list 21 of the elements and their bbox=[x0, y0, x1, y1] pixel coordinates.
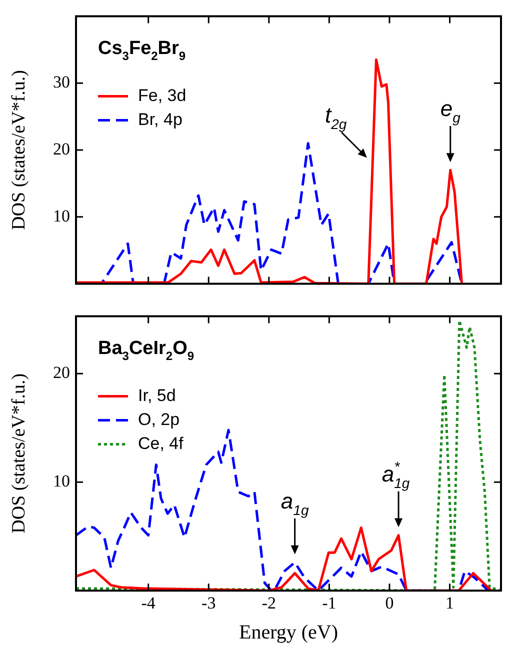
legend-label: O, 2p bbox=[138, 410, 180, 429]
legend-label: Br, 4p bbox=[138, 110, 182, 129]
y-tick-label: 20 bbox=[53, 363, 70, 382]
x-tick-label: -2 bbox=[262, 593, 276, 612]
x-tick-label: 1 bbox=[446, 593, 454, 612]
x-tick-label: 0 bbox=[385, 593, 394, 612]
x-tick-label: -1 bbox=[322, 593, 336, 612]
legend-label: Fe, 3d bbox=[138, 86, 186, 105]
y-axis-title: DOS (states/eV*f.u.) bbox=[8, 373, 30, 534]
y-tick-label: 10 bbox=[53, 206, 70, 226]
line-series bbox=[76, 428, 490, 591]
line-series bbox=[76, 319, 501, 591]
x-tick-label: -4 bbox=[141, 593, 156, 612]
y-tick-label: 10 bbox=[53, 472, 70, 491]
y-axis-title: DOS (states/eV*f.u.) bbox=[8, 70, 30, 230]
legend-label: Ce, 4f bbox=[138, 434, 184, 453]
x-axis-title: Energy (eV) bbox=[238, 621, 338, 644]
y-tick-label: 30 bbox=[53, 72, 70, 92]
y-tick-label: 20 bbox=[53, 139, 70, 158]
x-tick-label: -3 bbox=[202, 593, 216, 612]
legend-label: Ir, 5d bbox=[138, 386, 176, 405]
